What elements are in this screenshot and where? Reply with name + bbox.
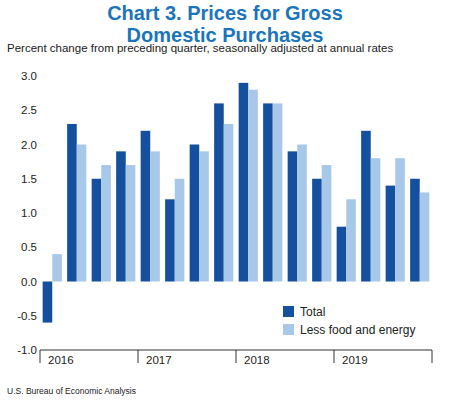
bar [116, 151, 126, 281]
x-tick-label: 2019 [342, 354, 368, 366]
bar [67, 124, 77, 282]
y-tick-label: 2.5 [21, 104, 37, 116]
bar [263, 103, 273, 281]
title: Chart 3. Prices for Gross Domestic Purch… [75, 2, 375, 46]
y-tick-label: 0.0 [21, 276, 37, 288]
bar [101, 165, 111, 281]
bar [312, 179, 322, 282]
bar [288, 151, 298, 281]
subtitle: Percent change from preceding quarter, s… [7, 42, 393, 54]
bar [322, 165, 332, 281]
bar [395, 158, 405, 281]
bar [371, 158, 381, 281]
source: U.S. Bureau of Economic Analysis [7, 386, 136, 396]
bar [165, 199, 175, 281]
bar [273, 103, 283, 281]
bar [410, 179, 420, 282]
bars [43, 83, 430, 323]
bar [43, 282, 53, 323]
bar [224, 124, 234, 282]
group-separator [40, 350, 41, 363]
y-tick-label: 0.5 [21, 241, 37, 253]
bar [190, 145, 200, 282]
bar [150, 151, 160, 281]
chart: Percent change from preceding quarter, s… [0, 0, 450, 400]
y-tick-label: 1.5 [21, 173, 37, 185]
bar [126, 165, 136, 281]
bar [77, 145, 87, 282]
legend-swatch [283, 306, 294, 317]
y-tick-label: 1.0 [21, 207, 37, 219]
bar [346, 199, 356, 281]
bar [52, 254, 62, 281]
bar [297, 145, 307, 282]
legend-label: Less food and energy [300, 323, 415, 337]
bar [141, 131, 151, 282]
y-tick-label: -0.5 [17, 310, 37, 322]
group-separator [334, 350, 335, 363]
legend-swatch [283, 324, 294, 335]
group-separator [138, 350, 139, 363]
bar [248, 90, 258, 282]
x-tick-label: 2016 [48, 354, 74, 366]
bar [361, 131, 371, 282]
y-tick-label: -1.0 [17, 344, 37, 356]
bar [175, 179, 185, 282]
legend-label: Total [300, 305, 325, 319]
x-tick-label: 2018 [244, 354, 270, 366]
group-separator [432, 350, 433, 363]
group-separator [236, 350, 237, 363]
y-tick-label: 3.0 [21, 70, 37, 82]
y-tick-label: 2.0 [21, 139, 37, 151]
bar [214, 103, 224, 281]
bar [199, 151, 209, 281]
x-tick-label: 2017 [146, 354, 172, 366]
bar [420, 192, 430, 281]
bar [386, 186, 396, 282]
bar [337, 227, 347, 282]
bar [92, 179, 102, 282]
bar [239, 83, 249, 282]
